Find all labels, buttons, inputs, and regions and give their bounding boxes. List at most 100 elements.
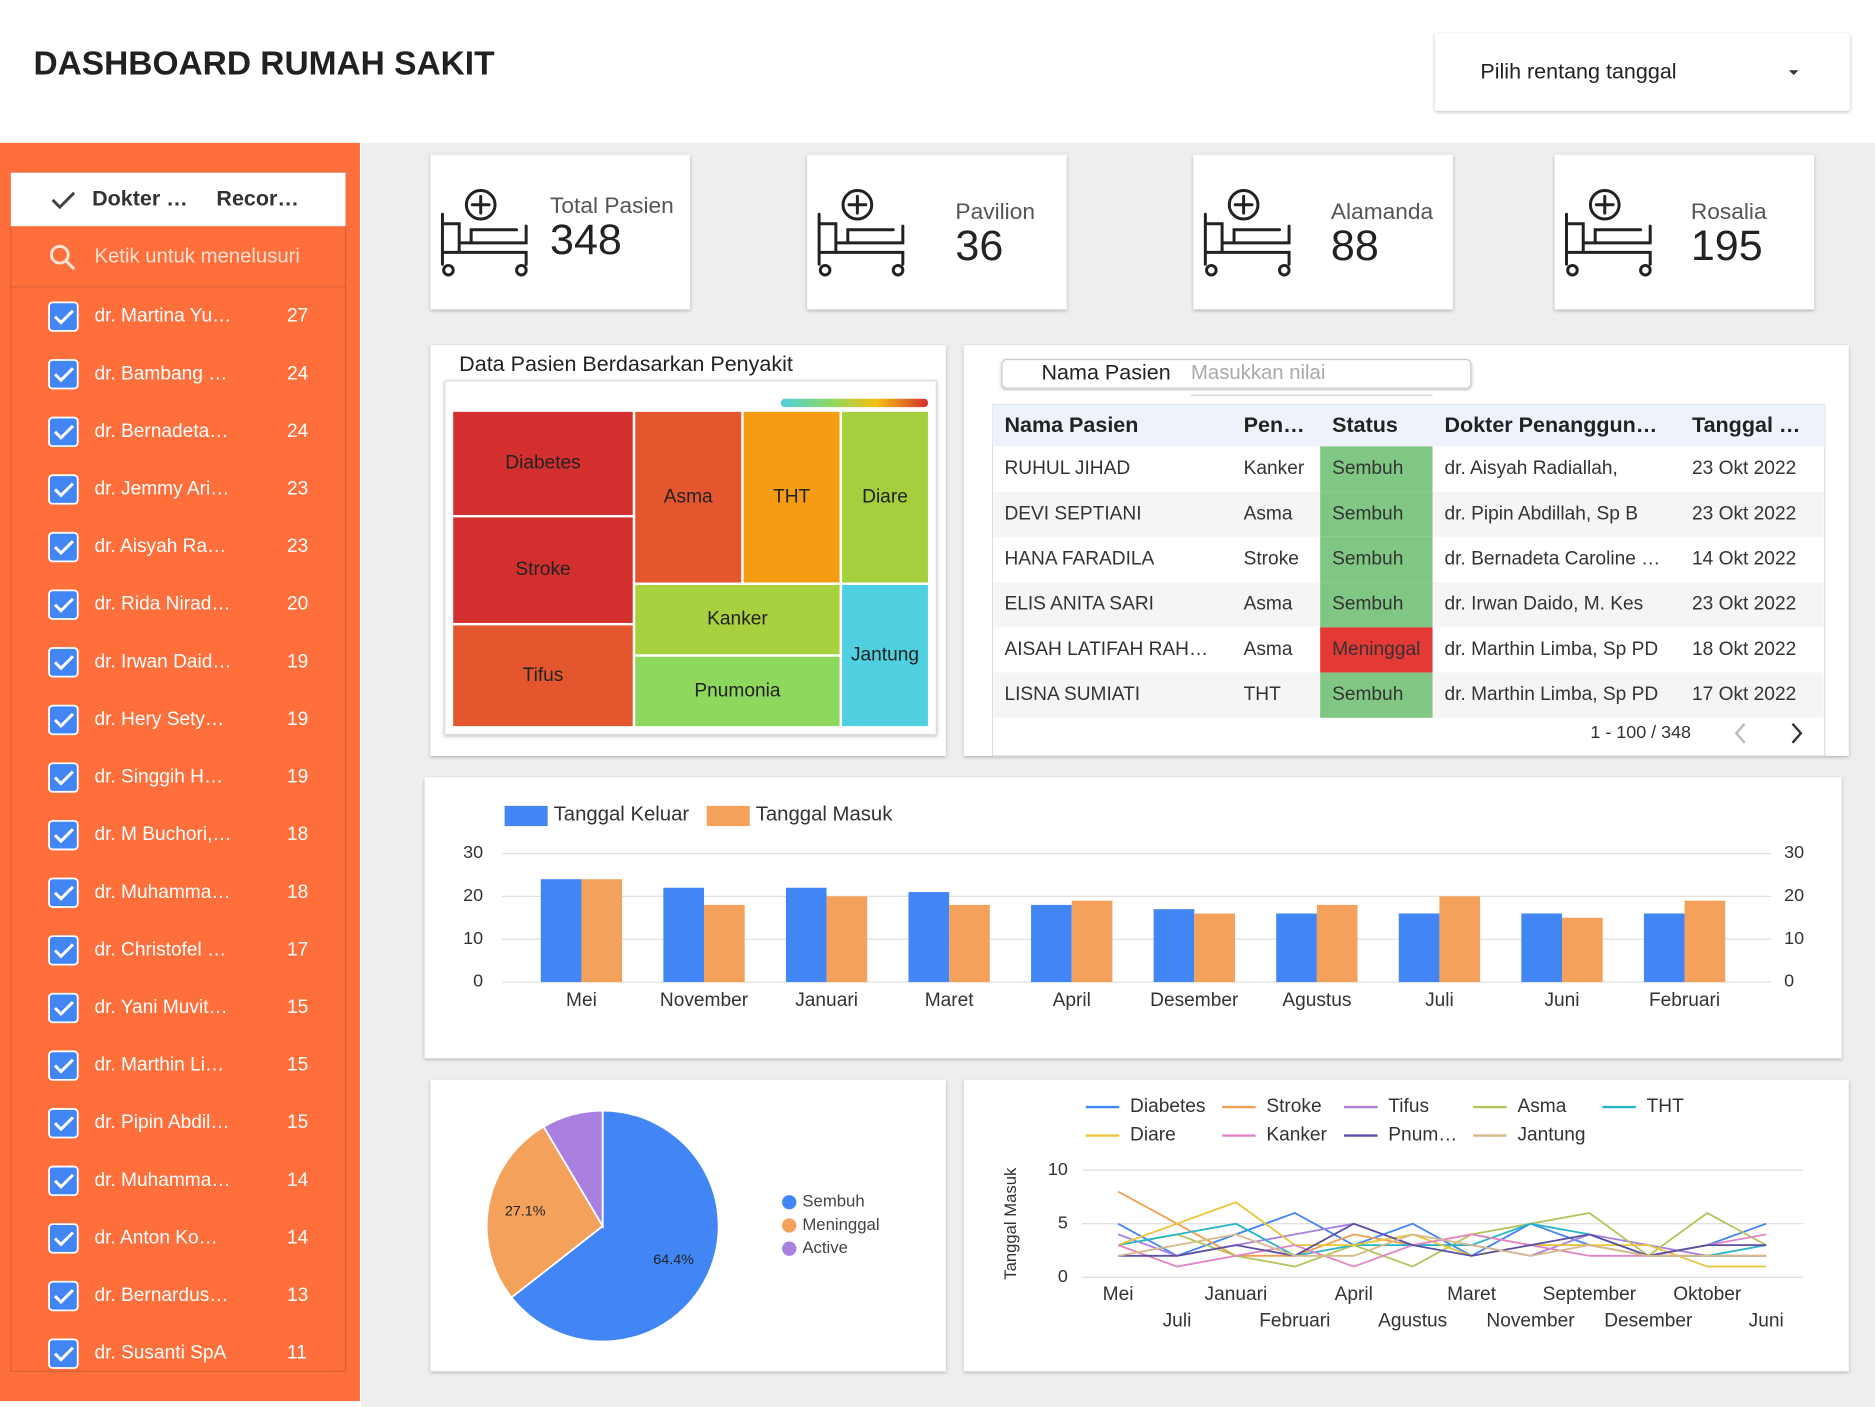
scorecard [1554, 154, 1815, 310]
column-header[interactable]: Status [1332, 413, 1398, 437]
page-title: DASHBOARD RUMAH SAKIT [33, 45, 495, 82]
checkbox[interactable] [48, 301, 79, 332]
x-tick-label: Juli [1425, 990, 1454, 1011]
y-tick-label: 30 [463, 842, 483, 862]
doctor-name: dr. Susanti SpA [94, 1343, 226, 1364]
checkbox[interactable] [48, 1223, 79, 1254]
checkbox[interactable] [48, 416, 79, 448]
checkbox[interactable] [48, 1165, 79, 1197]
table-cell: dr. Marthin Limba, Sp PD [1445, 684, 1659, 705]
checkbox[interactable] [48, 1338, 79, 1369]
filter-column-header[interactable]: Recor… [216, 187, 299, 211]
y2-tick-label: 10 [1784, 928, 1804, 948]
checkbox[interactable] [48, 935, 79, 966]
bar [1439, 896, 1481, 983]
legend-label: Tifus [1388, 1096, 1429, 1117]
checkbox[interactable] [48, 1108, 79, 1139]
checkbox-check[interactable] [53, 1173, 75, 1189]
checkbox-check[interactable] [53, 482, 75, 498]
record-count: 15 [287, 1112, 308, 1133]
bed-icon [1566, 263, 1579, 277]
checkbox-check[interactable] [53, 943, 75, 959]
x-tick-label: Agustus [1282, 990, 1351, 1011]
table-cell: Sembuh [1332, 458, 1403, 479]
column-header[interactable]: Nama Pasien [1004, 413, 1138, 437]
legend-label: Tanggal Keluar [554, 804, 690, 826]
search-icon [49, 244, 70, 265]
checkbox-check[interactable] [53, 828, 75, 844]
checkbox-check[interactable] [53, 712, 75, 728]
checkbox[interactable] [48, 992, 79, 1024]
legend-label: Asma [1517, 1096, 1566, 1117]
checkbox-check[interactable] [53, 770, 75, 786]
scorecard [430, 154, 690, 310]
prev-page[interactable] [1734, 722, 1746, 744]
checkbox-check[interactable] [53, 1000, 75, 1017]
treemap-label: Kanker [707, 609, 768, 630]
checkbox-check[interactable] [53, 1058, 75, 1074]
checkbox-check[interactable] [53, 1116, 75, 1132]
date-range-picker[interactable] [1434, 33, 1850, 111]
legend-label: Meninggal [802, 1215, 879, 1234]
table-search-input[interactable]: Masukkan nilai [1191, 362, 1325, 384]
doctor-name: dr. Christofel … [94, 939, 226, 960]
legend-swatch [706, 805, 750, 827]
checkbox-check[interactable] [53, 1289, 75, 1305]
column-header[interactable]: Pen… [1244, 413, 1305, 437]
checkbox[interactable] [48, 647, 79, 678]
x-tick-label: April [1053, 990, 1091, 1011]
checkbox[interactable] [48, 474, 79, 505]
treemap-cell [632, 409, 744, 585]
record-count: 19 [287, 767, 308, 788]
x-tick-label: Februari [1259, 1310, 1330, 1331]
treemap-cell [839, 409, 931, 585]
checkbox-check[interactable] [53, 424, 75, 440]
checkbox-check[interactable] [53, 1346, 75, 1362]
checkbox-check[interactable] [53, 540, 75, 556]
bed-icon [1564, 194, 1652, 266]
table-cell: dr. Pipin Abdillah, Sp B [1445, 503, 1638, 524]
checkbox[interactable] [48, 531, 79, 563]
line-series [1117, 1201, 1767, 1268]
table-search[interactable] [1001, 358, 1472, 389]
line-series [1118, 1222, 1767, 1257]
table-cell: Asma [1244, 594, 1293, 615]
record-count: 18 [287, 824, 308, 845]
table-cell: Kanker [1244, 458, 1305, 479]
checkbox-check[interactable] [53, 367, 75, 383]
filter-search[interactable]: Ketik untuk menelusuri [94, 246, 299, 268]
filter-column-header[interactable]: Dokter … [92, 187, 188, 211]
checkbox[interactable] [48, 762, 79, 793]
date-range-label[interactable]: Pilih rentang tanggal [1480, 59, 1676, 83]
doctor-name: dr. Pipin Abdil… [94, 1112, 229, 1133]
column-header[interactable]: Dokter Penanggun… [1445, 413, 1658, 437]
doctor-name: dr. M Buchori,… [94, 824, 231, 845]
record-count: 23 [287, 536, 308, 557]
checkbox[interactable] [48, 359, 79, 390]
checkbox[interactable] [48, 819, 79, 851]
checkbox[interactable] [48, 1280, 79, 1312]
table-cell: dr. Bernadeta Caroline … [1445, 549, 1661, 570]
table-cell: AISAH LATIFAH RAH… [1004, 639, 1208, 660]
checkbox[interactable] [48, 589, 79, 620]
checkbox-check[interactable] [53, 1231, 75, 1247]
checkbox[interactable] [48, 877, 79, 908]
record-count: 14 [287, 1170, 309, 1191]
checkbox[interactable] [48, 1050, 79, 1081]
table-cell: Sembuh [1332, 549, 1403, 570]
table-search-label[interactable]: Nama Pasien [1042, 360, 1171, 384]
next-page[interactable] [1791, 722, 1803, 744]
doctor-name: dr. Hery Sety… [94, 709, 224, 730]
record-count: 13 [287, 1285, 308, 1306]
dropdown-caret[interactable] [1788, 70, 1799, 75]
checkbox-check[interactable] [53, 309, 75, 325]
column-header[interactable]: Tanggal … [1692, 413, 1800, 437]
table-cell: RUHUL JIHAD [1004, 458, 1130, 479]
checkbox-check[interactable] [53, 885, 75, 901]
checkbox[interactable] [48, 704, 79, 736]
select-all-check[interactable] [51, 191, 76, 210]
scorecard-label: Pavilion [955, 198, 1035, 224]
legend-label: Kanker [1266, 1125, 1327, 1146]
checkbox-check[interactable] [53, 655, 75, 671]
checkbox-check[interactable] [53, 597, 75, 613]
